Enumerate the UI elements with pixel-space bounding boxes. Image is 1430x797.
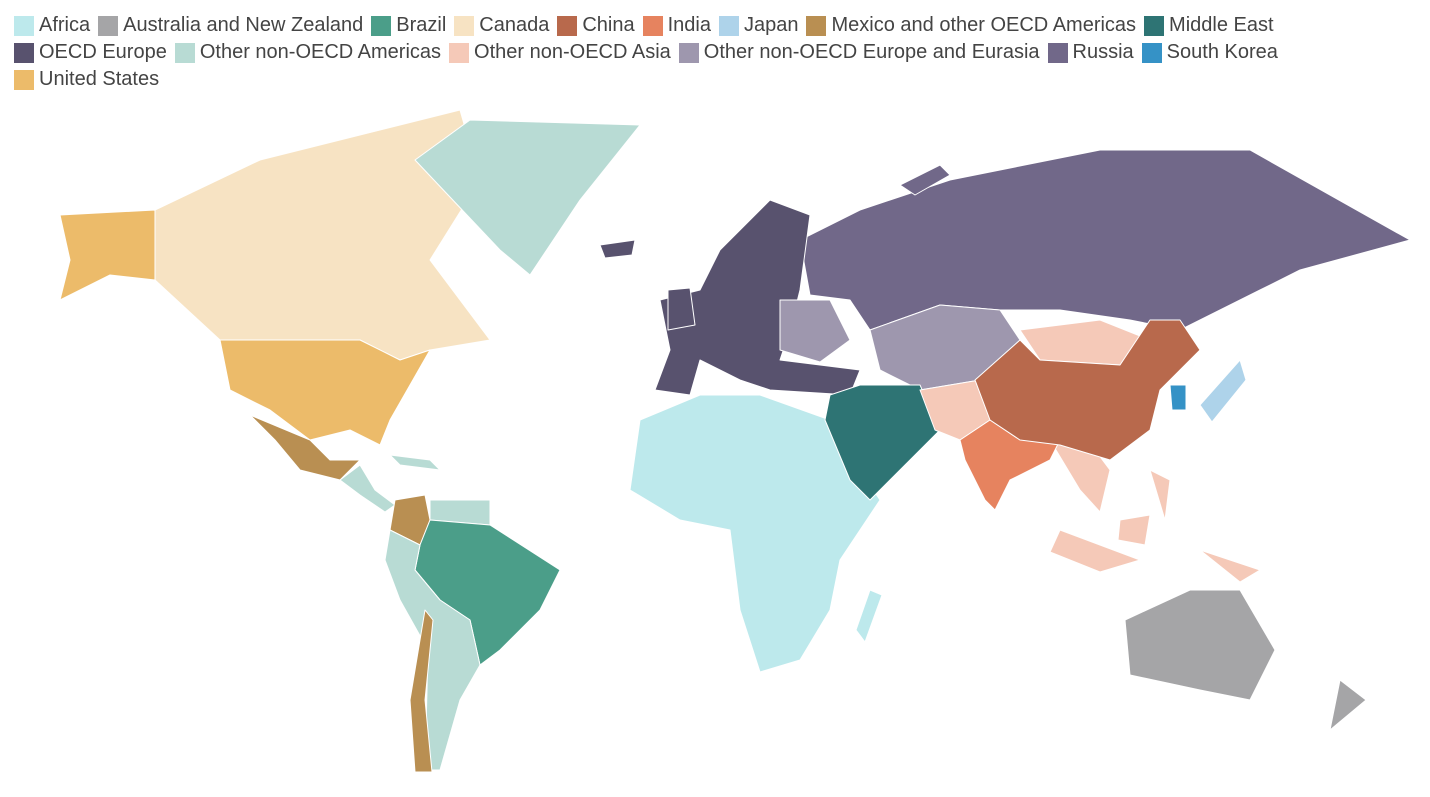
legend-item: United States (14, 68, 159, 91)
region (219, 339, 431, 446)
legend-item: Brazil (371, 14, 446, 37)
legend-swatch (174, 42, 195, 63)
legend-item: Middle East (1144, 14, 1274, 37)
legend-swatch (678, 42, 699, 63)
legend-label: Africa (39, 14, 91, 36)
region (974, 319, 1201, 461)
legend-swatch (806, 15, 827, 36)
legend-swatch (14, 42, 34, 63)
region (1199, 359, 1247, 423)
region (599, 239, 636, 259)
region (1117, 514, 1151, 546)
legend-item: Canada (454, 14, 549, 37)
region (667, 287, 696, 331)
legend: Africa Australia and New Zealand Brazil Can… (14, 14, 1394, 91)
region (1199, 549, 1261, 583)
legend-label: Middle East (1169, 14, 1274, 36)
legend-item: South Korea (1141, 41, 1278, 64)
region (629, 394, 881, 673)
legend-label: Other non-OECD Europe and Eurasia (703, 41, 1040, 63)
region (899, 164, 951, 196)
legend-item: Other non-OECD Europe and Eurasia (678, 41, 1040, 64)
legend-item: OECD Europe (14, 41, 167, 64)
legend-swatch (1144, 15, 1165, 36)
region (249, 414, 361, 481)
region (779, 299, 851, 363)
region (409, 609, 434, 773)
legend-swatch (14, 15, 34, 36)
legend-label: Canada (479, 14, 550, 36)
legend-label: South Korea (1166, 41, 1278, 63)
legend-item: Africa (14, 14, 90, 37)
legend-item: Other non-OECD Asia (449, 41, 671, 64)
legend-label: Mexico and other OECD Americas (831, 14, 1137, 36)
legend-item: Japan (718, 14, 799, 37)
legend-item: Russia (1047, 41, 1134, 64)
region (1149, 469, 1171, 521)
region (1049, 529, 1141, 573)
legend-label: Brazil (396, 14, 447, 36)
legend-swatch (557, 15, 578, 36)
legend-label: China (582, 14, 635, 36)
legend-label: Japan (743, 14, 799, 36)
legend-swatch (1141, 42, 1162, 63)
region (1124, 589, 1276, 701)
legend-item: China (557, 14, 635, 37)
region (654, 199, 861, 396)
legend-label: OECD Europe (39, 41, 167, 63)
legend-item: India (642, 14, 711, 37)
legend-item: Australia and New Zealand (98, 14, 363, 37)
legend-label: Other non-OECD Americas (199, 41, 442, 63)
legend-swatch (718, 15, 739, 36)
region (799, 149, 1411, 331)
region (824, 384, 941, 501)
legend-label: Australia and New Zealand (123, 14, 364, 36)
legend-item: Other non-OECD Americas (174, 41, 442, 64)
region (384, 529, 481, 771)
legend-swatch (449, 42, 470, 63)
legend-swatch (642, 15, 663, 36)
legend-label: Russia (1072, 41, 1134, 63)
legend-swatch (98, 15, 119, 36)
region (855, 589, 883, 643)
region (1169, 384, 1187, 411)
region (389, 454, 441, 471)
region (414, 119, 641, 276)
legend-swatch (1047, 42, 1068, 63)
legend-label: India (667, 14, 711, 36)
region (154, 109, 491, 361)
legend-swatch (371, 15, 392, 36)
legend-swatch (454, 15, 475, 36)
legend-item: Mexico and other OECD Americas (806, 14, 1136, 37)
legend-label: Other non-OECD Asia (474, 41, 671, 63)
legend-swatch (14, 69, 34, 90)
region (1329, 679, 1367, 731)
region (59, 209, 156, 301)
legend-label: United States (39, 68, 160, 90)
